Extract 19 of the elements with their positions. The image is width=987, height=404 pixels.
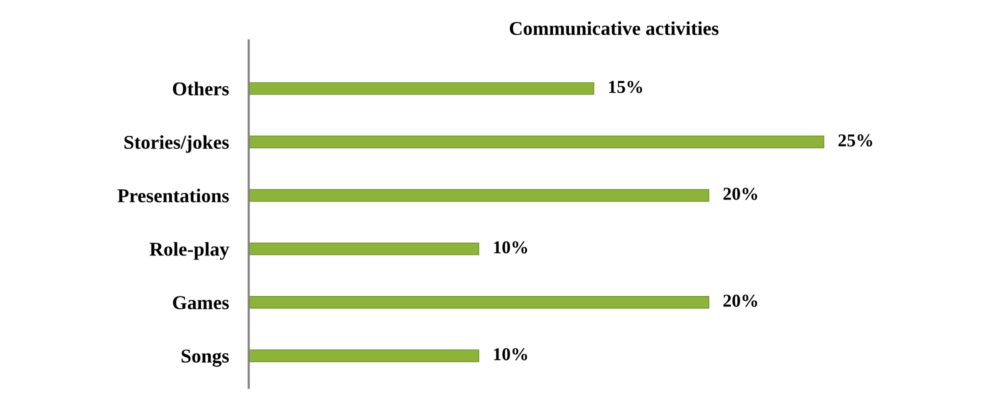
y-tick-label: Games [172,296,229,310]
y-tick-label: Others [172,82,229,96]
bar [248,189,710,202]
bar [248,296,710,309]
data-label: 20% [723,294,758,307]
data-label: 10% [494,241,528,254]
data-label: 25% [838,134,872,147]
bar [248,242,480,256]
bar [248,349,480,362]
data-label: 15% [609,80,642,94]
y-tick-label: Songs [182,350,229,367]
chart-title: Communicative activities [510,21,718,36]
y-tick-label: Role-play [150,242,230,260]
y-tick-label: Stories/jokes [124,135,229,153]
y-tick-label: Presentations [118,188,229,202]
data-label: 10% [494,348,528,360]
bar [248,82,594,95]
data-label: 20% [723,188,758,200]
bar [248,136,824,148]
